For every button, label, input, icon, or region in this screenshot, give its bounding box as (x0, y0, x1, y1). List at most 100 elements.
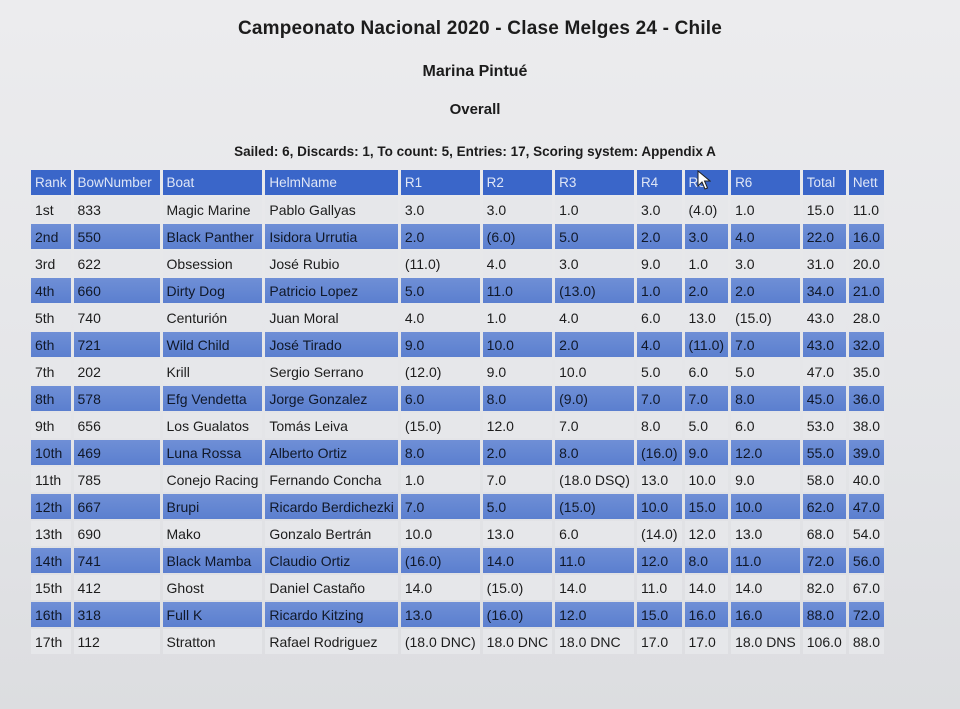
cell-total: 72.0 (802, 548, 846, 573)
table-row: 12th 667 Brupi Ricardo Berdichezki 7.0 5.0 (15… (31, 494, 885, 519)
cell-nett: 47.0 (848, 494, 885, 519)
cell-rank: 3rd (31, 251, 71, 276)
cell-r1: 2.0 (400, 224, 480, 249)
cell-nett: 21.0 (848, 278, 885, 303)
cell-helm-name: Patricio Lopez (265, 278, 398, 303)
cell-r5: 14.0 (684, 575, 729, 600)
cell-r5: (4.0) (684, 197, 729, 222)
cell-rank: 14th (31, 548, 71, 573)
cell-r4: 12.0 (636, 548, 682, 573)
cell-rank: 12th (31, 494, 71, 519)
cell-bow-number: 656 (73, 413, 160, 438)
cell-helm-name: Isidora Urrutia (265, 224, 398, 249)
cell-total: 15.0 (802, 197, 846, 222)
cell-r2: (16.0) (482, 602, 553, 627)
cell-r4: 6.0 (636, 305, 682, 330)
cell-rank: 1st (31, 197, 71, 222)
series-heading: Overall (449, 101, 501, 118)
column-header-bownumber[interactable]: BowNumber (73, 170, 160, 195)
column-header-boat[interactable]: Boat (162, 170, 263, 195)
column-header-r4[interactable]: R4 (636, 170, 682, 195)
cell-r1: 14.0 (400, 575, 480, 600)
column-header-r6[interactable]: R6 (731, 170, 800, 195)
cell-boat: Black Panther (162, 224, 263, 249)
cell-r2: 4.0 (482, 251, 553, 276)
table-row: 2nd 550 Black Panther Isidora Urrutia 2.0 (6.… (31, 224, 885, 249)
scoring-summary: Sailed: 6, Discards: 1, To count: 5, Ent… (234, 144, 716, 159)
cell-boat: Brupi (162, 494, 263, 519)
cell-r3: 18.0 DNC (555, 629, 634, 654)
table-row: 4th 660 Dirty Dog Patricio Lopez 5.0 11.0 (13.… (31, 278, 885, 303)
cell-nett: 20.0 (848, 251, 885, 276)
table-row: 11th 785 Conejo Racing Fernando Concha 1.0 7.… (31, 467, 885, 492)
cell-r4: 10.0 (636, 494, 682, 519)
cell-rank: 7th (31, 359, 71, 384)
cell-total: 68.0 (802, 521, 846, 546)
cell-r6: 18.0 DNS (731, 629, 800, 654)
table-row: 14th 741 Black Mamba Claudio Ortiz (16.0) 14.… (31, 548, 885, 573)
cell-boat: Stratton (162, 629, 263, 654)
cell-r2: 11.0 (482, 278, 553, 303)
cell-bow-number: 112 (73, 629, 160, 654)
cell-r4: 2.0 (636, 224, 682, 249)
cell-bow-number: 550 (73, 224, 160, 249)
table-row: 15th 412 Ghost Daniel Castaño 14.0 (15.0) 14.0… (31, 575, 885, 600)
cell-r5: 8.0 (684, 548, 729, 573)
cell-boat: Obsession (162, 251, 263, 276)
cell-nett: 32.0 (848, 332, 885, 357)
cell-r3: 8.0 (555, 440, 634, 465)
cell-r1: (16.0) (400, 548, 480, 573)
cell-r2: (6.0) (482, 224, 553, 249)
cell-bow-number: 202 (73, 359, 160, 384)
cell-r5: 6.0 (684, 359, 729, 384)
cell-r1: 3.0 (400, 197, 480, 222)
cell-r3: 4.0 (555, 305, 634, 330)
cell-r5: 12.0 (684, 521, 729, 546)
cell-total: 106.0 (802, 629, 846, 654)
cell-rank: 13th (31, 521, 71, 546)
cell-r6: 16.0 (731, 602, 800, 627)
table-row: 10th 469 Luna Rossa Alberto Ortiz 8.0 2.0 8.0(… (31, 440, 885, 465)
table-row: 17th 112 Stratton Rafael Rodriguez (18.0 DNC… (31, 629, 885, 654)
column-header-nett[interactable]: Nett (848, 170, 885, 195)
column-header-helmname[interactable]: HelmName (265, 170, 398, 195)
column-header-r3[interactable]: R3 (555, 170, 634, 195)
cell-r1: 13.0 (400, 602, 480, 627)
cell-r5: 17.0 (684, 629, 729, 654)
column-header-r5[interactable]: R5 (684, 170, 729, 195)
cell-r6: 4.0 (731, 224, 800, 249)
cell-boat: Conejo Racing (162, 467, 263, 492)
cell-nett: 40.0 (848, 467, 885, 492)
cell-rank: 5th (31, 305, 71, 330)
cell-total: 53.0 (802, 413, 846, 438)
column-header-total[interactable]: Total (802, 170, 846, 195)
cell-r1: 10.0 (400, 521, 480, 546)
column-header-r2[interactable]: R2 (482, 170, 553, 195)
cell-r6: 8.0 (731, 386, 800, 411)
header-row: Rank BowNumber Boat HelmName R1 R2 R3 R4… (31, 170, 885, 195)
cell-r4: 9.0 (636, 251, 682, 276)
column-header-rank[interactable]: Rank (31, 170, 71, 195)
cell-r6: 9.0 (731, 467, 800, 492)
cell-r2: 8.0 (482, 386, 553, 411)
cell-bow-number: 741 (73, 548, 160, 573)
cell-total: 82.0 (802, 575, 846, 600)
cell-helm-name: Juan Moral (265, 305, 398, 330)
cell-nett: 67.0 (848, 575, 885, 600)
cell-bow-number: 785 (73, 467, 160, 492)
cell-rank: 10th (31, 440, 71, 465)
table-row: 3rd 622 Obsession José Rubio (11.0) 4.0 3.0 9.0… (31, 251, 885, 276)
table-row: 13th 690 Mako Gonzalo Bertrán 10.0 13.0 6.0 (14… (31, 521, 885, 546)
cell-helm-name: Jorge Gonzalez (265, 386, 398, 411)
cell-r1: (12.0) (400, 359, 480, 384)
cell-nett: 35.0 (848, 359, 885, 384)
table-row: 1st 833 Magic Marine Pablo Gallyas 3.0 3.0 1.0… (31, 197, 885, 222)
cell-r6: 5.0 (731, 359, 800, 384)
column-header-r1[interactable]: R1 (400, 170, 480, 195)
cell-boat: Black Mamba (162, 548, 263, 573)
cell-bow-number: 690 (73, 521, 160, 546)
cell-rank: 4th (31, 278, 71, 303)
cell-r1: 8.0 (400, 440, 480, 465)
cell-r1: 6.0 (400, 386, 480, 411)
